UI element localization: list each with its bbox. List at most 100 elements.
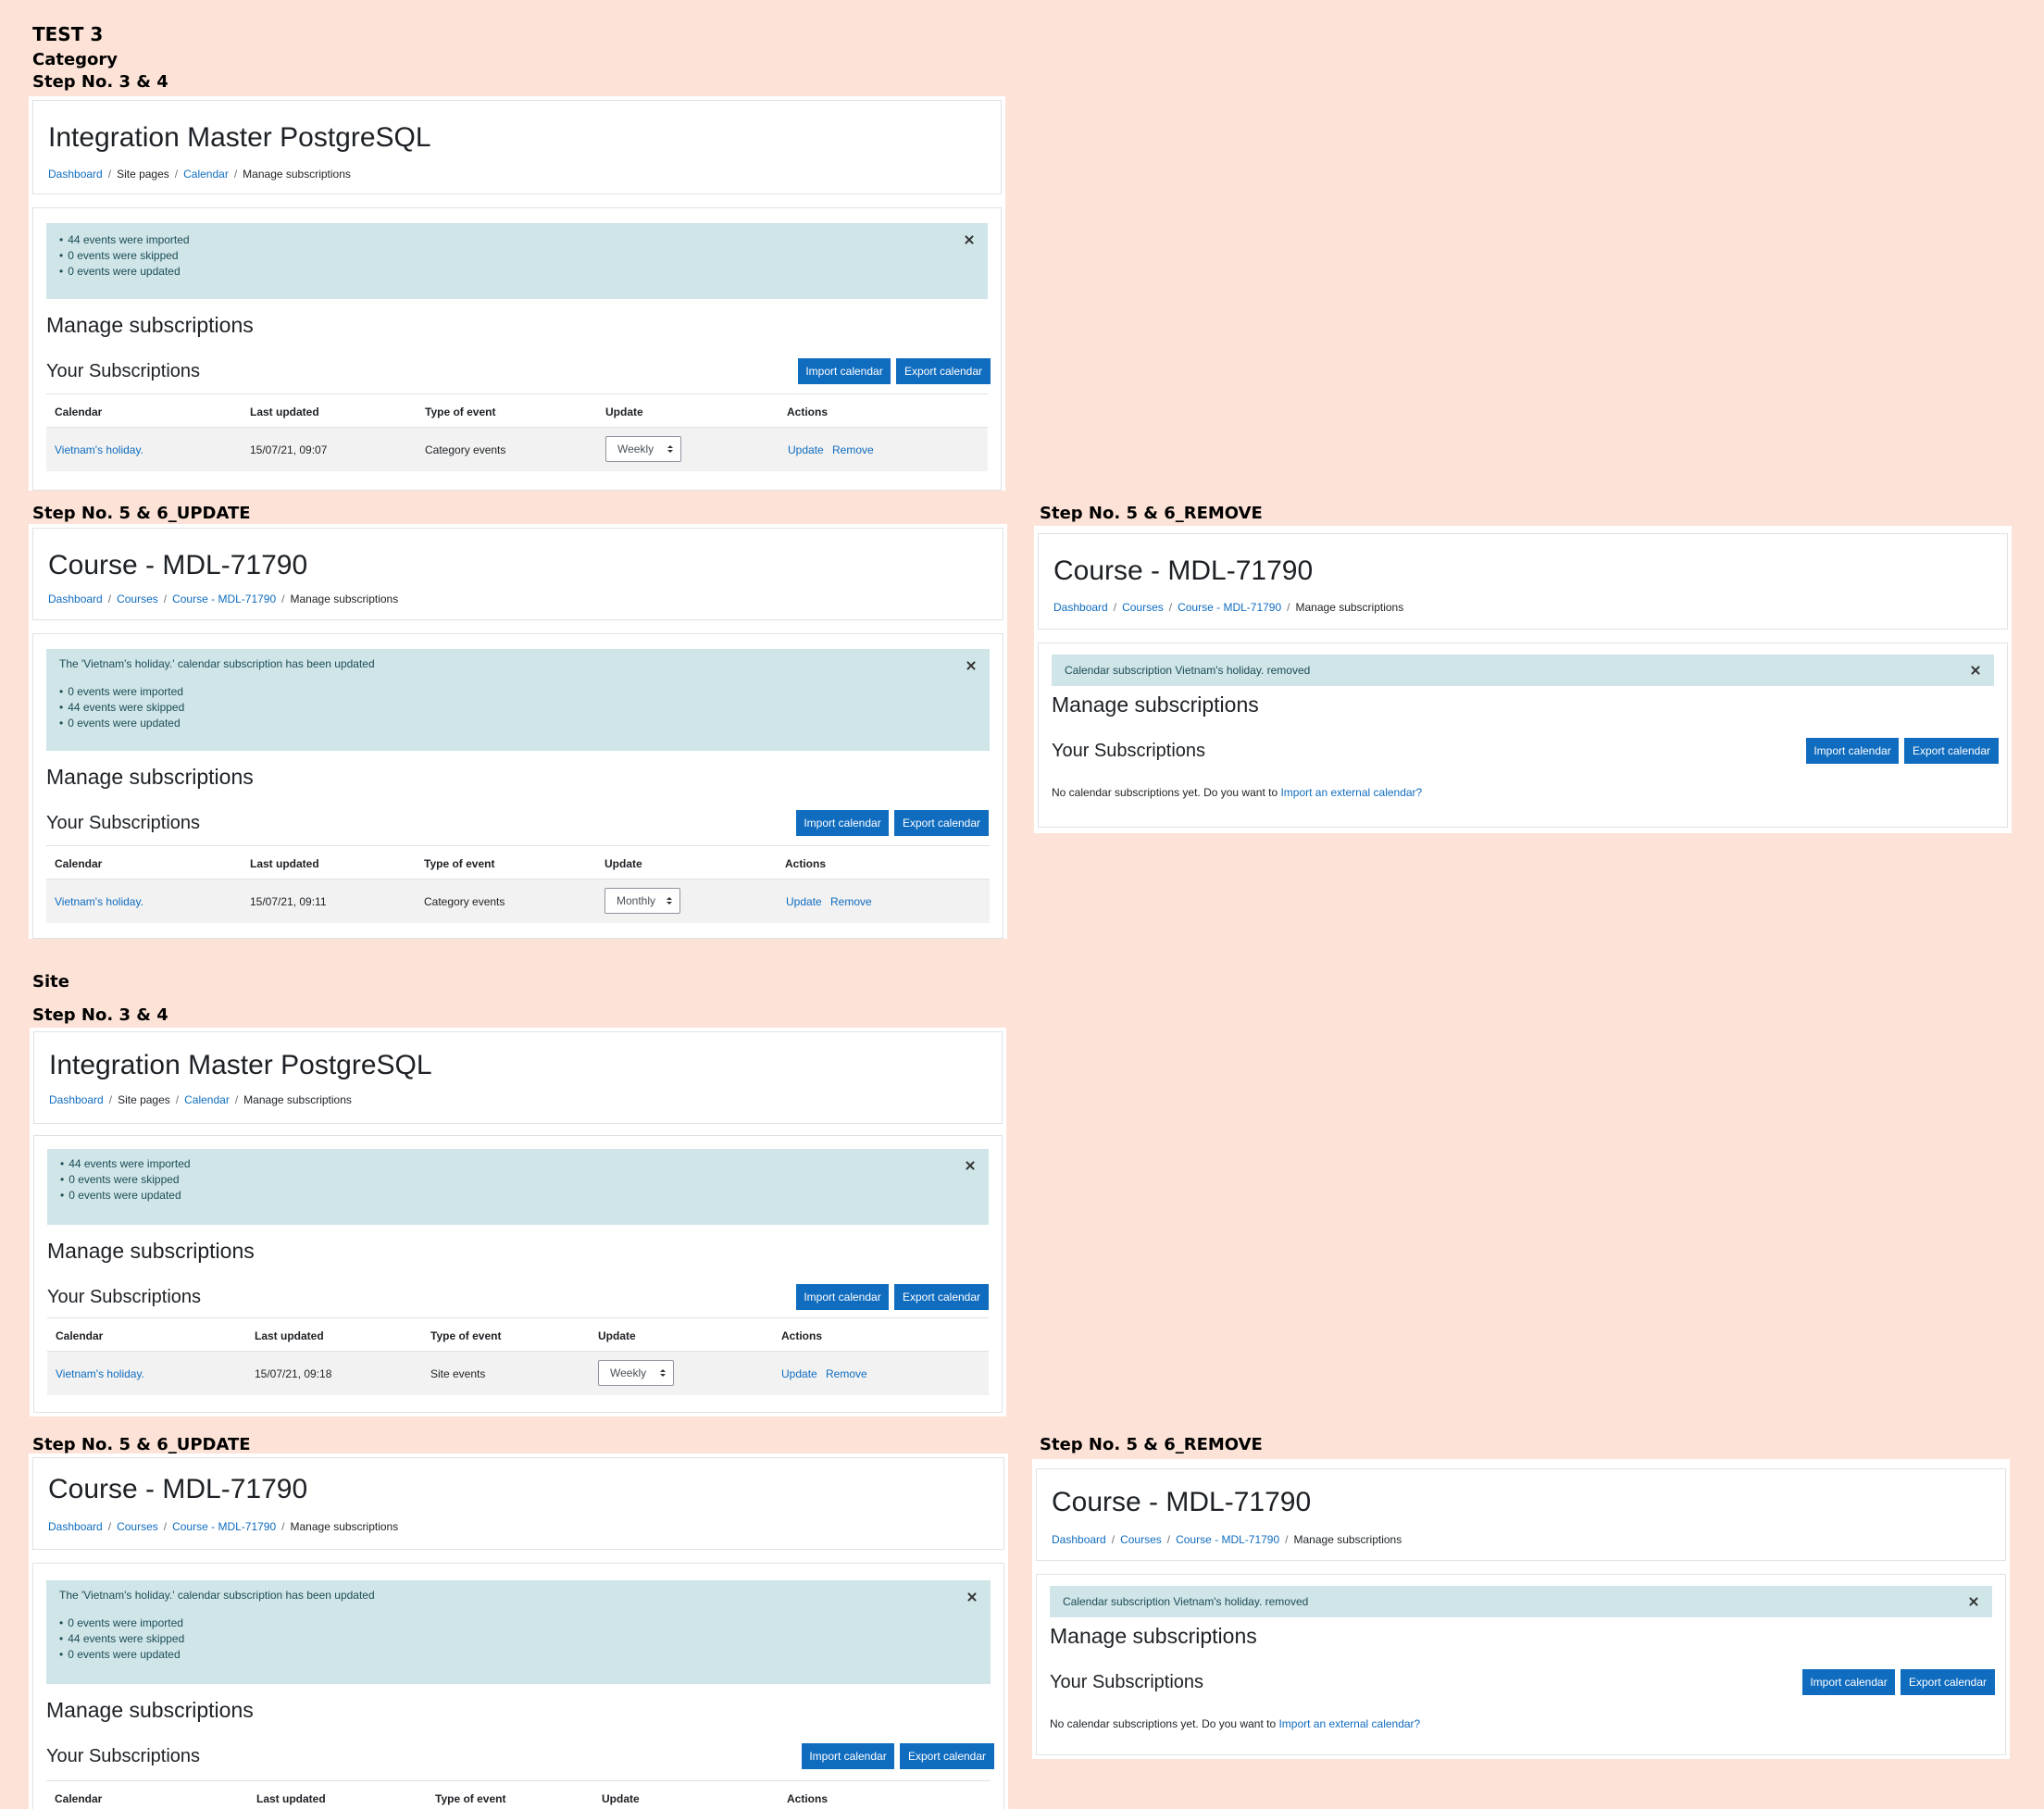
close-icon[interactable]	[1968, 1596, 1979, 1607]
breadcrumb: Dashboard / Site pages / Calendar / Manage sub…	[48, 168, 351, 181]
update-link[interactable]: Update	[788, 443, 824, 456]
subscriptions-table: Calendar Last updated Type of event Upda…	[46, 393, 988, 475]
breadcrumb-course[interactable]: Course - MDL-71790	[1178, 601, 1282, 614]
calendar-link[interactable]: Vietnam's holiday.	[55, 443, 143, 456]
breadcrumb-current: Manage subscriptions	[243, 1093, 352, 1106]
alert-list: 44 events were imported 0 events were sk…	[59, 232, 189, 280]
export-calendar-button[interactable]: Export calendar	[900, 1743, 994, 1769]
test-label: TEST 3	[32, 23, 104, 45]
category-label: Category	[32, 50, 118, 69]
chevron-updown-icon	[660, 1369, 666, 1378]
update-frequency-select[interactable]: Weekly	[598, 1360, 674, 1386]
import-calendar-button[interactable]: Import calendar	[796, 1284, 889, 1310]
no-subscriptions-text: No calendar subscriptions yet. Do you wa…	[1050, 1717, 1421, 1730]
remove-link[interactable]: Remove	[832, 443, 874, 456]
removed-alert: Calendar subscription Vietnam's holiday.…	[1050, 1586, 1992, 1617]
remove-link[interactable]: Remove	[830, 895, 872, 908]
import-calendar-button[interactable]: Import calendar	[798, 358, 891, 384]
page-content: 44 events were imported 0 events were sk…	[33, 1135, 1003, 1413]
breadcrumb-courses[interactable]: Courses	[1120, 1533, 1162, 1546]
breadcrumb-dashboard[interactable]: Dashboard	[1053, 601, 1108, 614]
export-calendar-button[interactable]: Export calendar	[894, 1284, 989, 1310]
breadcrumb: Dashboard / Courses / Course - MDL-71790/Man…	[1053, 601, 1404, 614]
update-frequency-select[interactable]: Monthly	[604, 888, 680, 914]
table-header: Calendar Last updated Type of event Upda…	[46, 1780, 991, 1809]
import-external-calendar-link[interactable]: Import an external calendar?	[1280, 786, 1423, 799]
page-title: Course - MDL-71790	[1052, 1487, 1312, 1517]
import-calendar-button[interactable]: Import calendar	[802, 1743, 894, 1769]
page-content: The 'Vietnam's holiday.' calendar subscr…	[32, 1563, 1004, 1809]
breadcrumb-dashboard[interactable]: Dashboard	[1052, 1533, 1106, 1546]
export-calendar-button[interactable]: Export calendar	[896, 358, 991, 384]
screenshot-site-remove: Course - MDL-71790 Dashboard / Courses / Cou…	[1032, 1459, 2010, 1759]
close-icon[interactable]	[1970, 665, 1981, 676]
screenshot-category-remove: Course - MDL-71790 Dashboard / Courses / Cou…	[1034, 526, 2012, 833]
site-label: Site	[32, 972, 69, 992]
step-5-6-remove-label: Step No. 5 & 6_REMOVE	[1040, 1435, 1263, 1454]
update-result-alert: The 'Vietnam's holiday.' calendar subscr…	[46, 649, 990, 751]
page-title: Course - MDL-71790	[48, 550, 308, 580]
import-calendar-button[interactable]: Import calendar	[796, 810, 889, 836]
breadcrumb-courses[interactable]: Courses	[117, 593, 158, 605]
step-3-4-label: Step No. 3 & 4	[32, 72, 168, 92]
breadcrumb-dashboard[interactable]: Dashboard	[49, 1093, 104, 1106]
breadcrumb-calendar[interactable]: Calendar	[184, 1093, 230, 1106]
update-frequency-select[interactable]: Weekly	[605, 436, 681, 462]
alert-message: The 'Vietnam's holiday.' calendar subscr…	[59, 1589, 375, 1602]
alert-list: 0 events were imported 44 events were sk…	[59, 684, 184, 731]
your-subscriptions-heading: Your Subscriptions	[1050, 1672, 1204, 1692]
breadcrumb-course[interactable]: Course - MDL-71790	[1176, 1533, 1280, 1546]
page-title: Integration Master PostgreSQL	[48, 122, 431, 153]
export-calendar-button[interactable]: Export calendar	[1901, 1669, 1995, 1695]
breadcrumb-courses[interactable]: Courses	[1122, 601, 1164, 614]
update-link[interactable]: Update	[786, 895, 822, 908]
step-5-6-update-label: Step No. 5 & 6_UPDATE	[32, 1435, 251, 1454]
import-calendar-button[interactable]: Import calendar	[1802, 1669, 1895, 1695]
breadcrumb-calendar[interactable]: Calendar	[183, 168, 229, 181]
your-subscriptions-heading: Your Subscriptions	[1052, 741, 1206, 761]
breadcrumb-dashboard[interactable]: Dashboard	[48, 1520, 103, 1533]
breadcrumb-course[interactable]: Course - MDL-71790	[172, 593, 277, 605]
remove-link[interactable]: Remove	[826, 1367, 867, 1380]
calendar-link[interactable]: Vietnam's holiday.	[56, 1367, 144, 1380]
import-result-alert: 44 events were imported 0 events were sk…	[46, 223, 988, 299]
chevron-updown-icon	[667, 445, 673, 454]
breadcrumb-current: Manage subscriptions	[290, 593, 399, 605]
your-subscriptions-heading: Your Subscriptions	[46, 813, 201, 833]
page-title: Course - MDL-71790	[1053, 555, 1314, 586]
import-external-calendar-link[interactable]: Import an external calendar?	[1278, 1717, 1421, 1730]
update-result-alert: The 'Vietnam's holiday.' calendar subscr…	[46, 1580, 991, 1684]
manage-subscriptions-heading: Manage subscriptions	[46, 1698, 254, 1722]
export-calendar-button[interactable]: Export calendar	[894, 810, 989, 836]
page-content: 44 events were imported 0 events were sk…	[32, 207, 1002, 491]
export-calendar-button[interactable]: Export calendar	[1904, 738, 1999, 764]
close-icon[interactable]	[966, 660, 977, 671]
manage-subscriptions-heading: Manage subscriptions	[1050, 1624, 1257, 1648]
step-3-4-label: Step No. 3 & 4	[32, 1005, 168, 1025]
breadcrumb-site-pages: Site pages	[117, 168, 169, 181]
close-icon[interactable]	[966, 1591, 978, 1603]
close-icon[interactable]	[965, 1160, 976, 1171]
manage-subscriptions-heading: Manage subscriptions	[46, 313, 254, 337]
chevron-updown-icon	[667, 897, 672, 905]
alert-message: Calendar subscription Vietnam's holiday.…	[1063, 1595, 1309, 1608]
your-subscriptions-heading: Your Subscriptions	[47, 1287, 202, 1307]
alert-list: 0 events were imported 44 events were sk…	[59, 1616, 184, 1663]
breadcrumb-current: Manage subscriptions	[243, 168, 351, 181]
table-row: Vietnam's holiday. 15/07/21, 09:11 Categ…	[46, 879, 990, 923]
table-row: Vietnam's holiday. 15/07/21, 09:18 Site …	[47, 1351, 989, 1395]
breadcrumb-course[interactable]: Course - MDL-71790	[172, 1520, 277, 1533]
step-5-6-update-label: Step No. 5 & 6_UPDATE	[32, 504, 251, 523]
subscriptions-table: Calendar Last updated Type of event Upda…	[47, 1317, 989, 1399]
table-header: Calendar Last updated Type of event Upda…	[46, 845, 990, 879]
subscriptions-table: Calendar Last updated Type of event Upda…	[46, 1780, 991, 1809]
import-calendar-button[interactable]: Import calendar	[1806, 738, 1899, 764]
breadcrumb-courses[interactable]: Courses	[117, 1520, 158, 1533]
close-icon[interactable]	[964, 234, 975, 245]
page-header: Course - MDL-71790 Dashboard / Courses / Cou…	[32, 528, 1003, 620]
alert-message: The 'Vietnam's holiday.' calendar subscr…	[59, 657, 375, 670]
calendar-link[interactable]: Vietnam's holiday.	[55, 895, 143, 908]
update-link[interactable]: Update	[781, 1367, 817, 1380]
breadcrumb-dashboard[interactable]: Dashboard	[48, 168, 103, 181]
breadcrumb-dashboard[interactable]: Dashboard	[48, 593, 103, 605]
